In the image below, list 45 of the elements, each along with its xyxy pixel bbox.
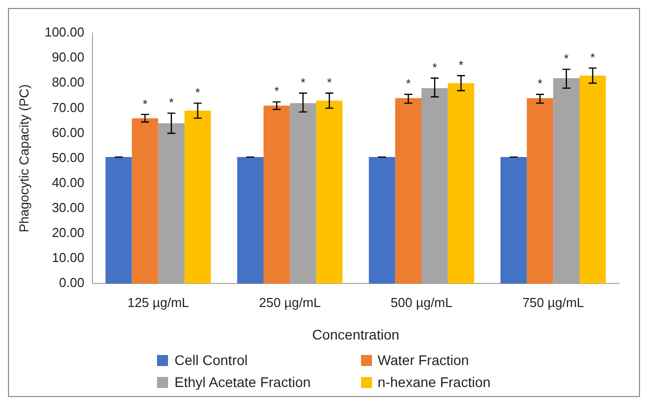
data-label: * bbox=[327, 75, 332, 90]
bar bbox=[237, 157, 264, 284]
x-axis-title: Concentration bbox=[312, 326, 400, 342]
data-label: * bbox=[564, 52, 569, 66]
y-tick-label: 90.00 bbox=[52, 50, 84, 65]
y-tick-label: 60.00 bbox=[52, 124, 84, 140]
y-tick-label: 20.00 bbox=[52, 225, 84, 240]
legend-label: n-hexane Fraction bbox=[378, 374, 491, 390]
y-tick-label: 50.00 bbox=[52, 150, 84, 165]
x-tick-label: 250 µg/mL bbox=[259, 294, 321, 310]
y-tick-label: 100.00 bbox=[44, 24, 84, 40]
bar bbox=[368, 157, 396, 284]
bar bbox=[184, 110, 211, 284]
legend-label: Cell Control bbox=[174, 352, 248, 368]
legend-label: Ethyl Acetate Fraction bbox=[174, 374, 311, 390]
data-label: * bbox=[274, 84, 280, 98]
bar bbox=[526, 98, 554, 284]
data-label: * bbox=[432, 60, 438, 74]
bar bbox=[316, 100, 343, 284]
y-tick-label: 0.00 bbox=[59, 275, 84, 290]
y-axis-title: Phagocytic Capacity (PC) bbox=[16, 84, 32, 232]
y-tick-label: 30.00 bbox=[52, 200, 84, 215]
bar bbox=[264, 106, 290, 284]
bar bbox=[132, 118, 158, 284]
data-label: * bbox=[300, 75, 306, 90]
x-tick-label: 750 µg/mL bbox=[522, 294, 584, 310]
data-label: * bbox=[590, 50, 596, 64]
bar bbox=[448, 83, 474, 284]
bar bbox=[580, 76, 606, 284]
y-tick-label: 10.00 bbox=[52, 250, 84, 266]
legend-label: Water Fraction bbox=[378, 352, 469, 368]
bar bbox=[500, 157, 527, 284]
data-label: * bbox=[538, 76, 543, 91]
data-label: * bbox=[195, 85, 200, 100]
y-tick-label: 40.00 bbox=[52, 174, 84, 190]
data-label: * bbox=[406, 76, 412, 91]
bar bbox=[106, 157, 132, 284]
y-tick-label: 80.00 bbox=[52, 74, 84, 90]
bar bbox=[395, 98, 422, 284]
data-label: * bbox=[169, 96, 174, 110]
y-tick-label: 70.00 bbox=[52, 100, 84, 115]
data-label: * bbox=[458, 58, 464, 72]
x-tick-label: 500 µg/mL bbox=[390, 294, 452, 310]
x-tick-label: 125 µg/mL bbox=[127, 294, 190, 310]
data-label: * bbox=[142, 96, 148, 111]
